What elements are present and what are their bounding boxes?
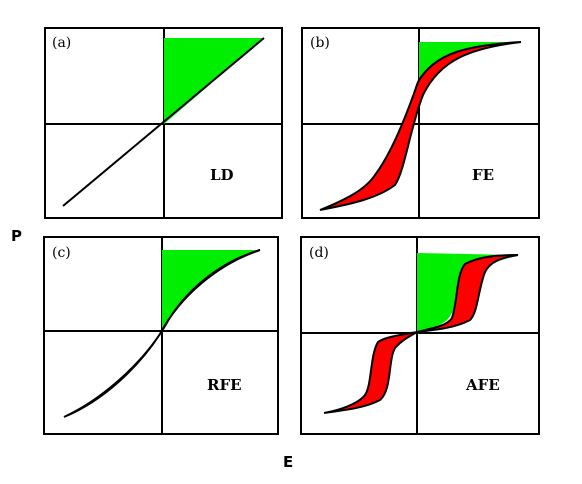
energy-storage-region xyxy=(417,253,518,332)
slim-hysteresis-loop xyxy=(63,249,261,418)
panel-relaxor-ferroelectric: (c) RFE xyxy=(43,236,279,435)
material-type-label: AFE xyxy=(465,376,500,394)
panel-antiferroelectric: (d) AFE xyxy=(300,236,540,435)
hysteresis-loop xyxy=(319,41,522,211)
energy-storage-region xyxy=(419,42,521,90)
panel-tag: (c) xyxy=(52,245,71,261)
material-type-label: RFE xyxy=(207,376,242,394)
material-type-label: LD xyxy=(210,166,234,184)
energy-storage-region xyxy=(162,250,260,330)
panel-linear-dielectric: (a) LD xyxy=(44,27,283,219)
panel-ferroelectric: (b) FE xyxy=(301,27,540,219)
panel-tag: (b) xyxy=(310,35,330,51)
pe-line xyxy=(62,37,265,207)
polarization-axis-label: P xyxy=(11,227,22,245)
material-type-label: FE xyxy=(472,166,494,184)
hysteresis-loop-negative xyxy=(323,331,418,414)
electric-field-axis-label: E xyxy=(283,453,293,471)
panel-tag: (a) xyxy=(52,35,71,51)
panel-tag: (d) xyxy=(309,245,329,261)
